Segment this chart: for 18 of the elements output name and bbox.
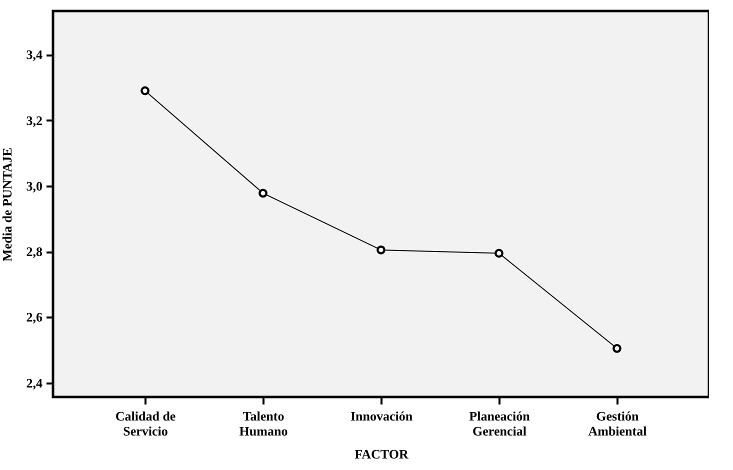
x-tick-label: Innovación xyxy=(350,408,414,424)
x-axis-title: FACTOR xyxy=(354,446,409,462)
point xyxy=(376,246,386,254)
y-tick-label: 3,2 xyxy=(26,112,42,128)
y-tick-label: 2,6 xyxy=(26,310,43,325)
point xyxy=(258,188,268,198)
y-tick-label: 3,4 xyxy=(26,47,43,62)
x-tick-label: Talento Humano xyxy=(239,408,288,438)
x-tick-label: Gestión Ambiental xyxy=(588,408,648,438)
x-tick-label: Planeación Gerencial xyxy=(469,408,531,438)
y-tick-label: 2,8 xyxy=(26,244,43,260)
x-tick-label: Calidad de Servicio xyxy=(115,408,176,438)
y-tick-label: 2,4 xyxy=(26,375,43,390)
y-tick-label: 3,0 xyxy=(26,178,42,194)
point xyxy=(612,344,622,353)
y-axis-title: Media de PUNTAJE xyxy=(0,148,14,262)
point xyxy=(494,248,504,258)
point xyxy=(140,86,150,96)
